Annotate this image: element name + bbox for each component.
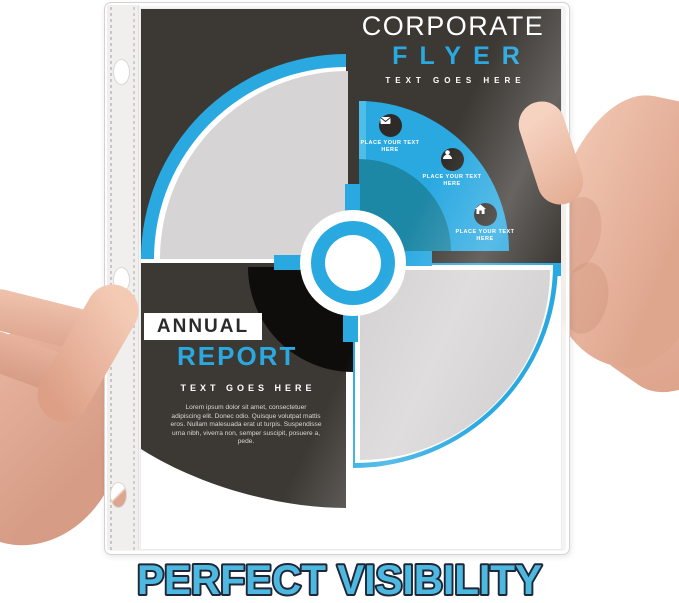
bottom-right-quarter-gray [360, 270, 550, 460]
crosshair-top [345, 184, 360, 211]
badge-label: PLACE YOUR TEXT HERE [360, 140, 420, 154]
crosshair-left [274, 255, 301, 270]
flyer-subtitle: FLYER [392, 42, 532, 70]
badge-label: PLACE YOUR TEXT HERE [422, 174, 482, 188]
report-tagline: TEXT GOES HERE [180, 383, 316, 393]
top-left-quarter-gray [160, 71, 348, 259]
home-icon [474, 203, 497, 226]
punch-hole [113, 59, 130, 85]
center-circle-inner [325, 235, 381, 291]
flyer-tagline: TEXT GOES HERE [385, 76, 526, 85]
flyer-title: CORPORATE [361, 11, 545, 41]
caption-text: PERFECT VISIBILITY [137, 556, 542, 603]
report-title: REPORT [177, 341, 298, 371]
punch-hole [110, 482, 127, 508]
mail-icon [379, 114, 402, 137]
person-icon [441, 148, 464, 171]
crosshair-bottom [343, 315, 358, 342]
caption-banner: PERFECT VISIBILITY [135, 556, 544, 603]
flyer-artwork [141, 9, 561, 508]
divider-line [141, 259, 353, 263]
report-body-text: Lorem ipsum dolor sit amet, consectetuer… [170, 404, 322, 446]
sheet-protector: CORPORATE FLYER TEXT GOES HERE PLACE YOU… [104, 2, 570, 555]
flyer-page: CORPORATE FLYER TEXT GOES HERE PLACE YOU… [141, 9, 561, 549]
annual-kicker: ANNUAL [144, 313, 262, 340]
badge-label: PLACE YOUR TEXT HERE [455, 229, 515, 243]
crosshair-right [405, 251, 432, 266]
